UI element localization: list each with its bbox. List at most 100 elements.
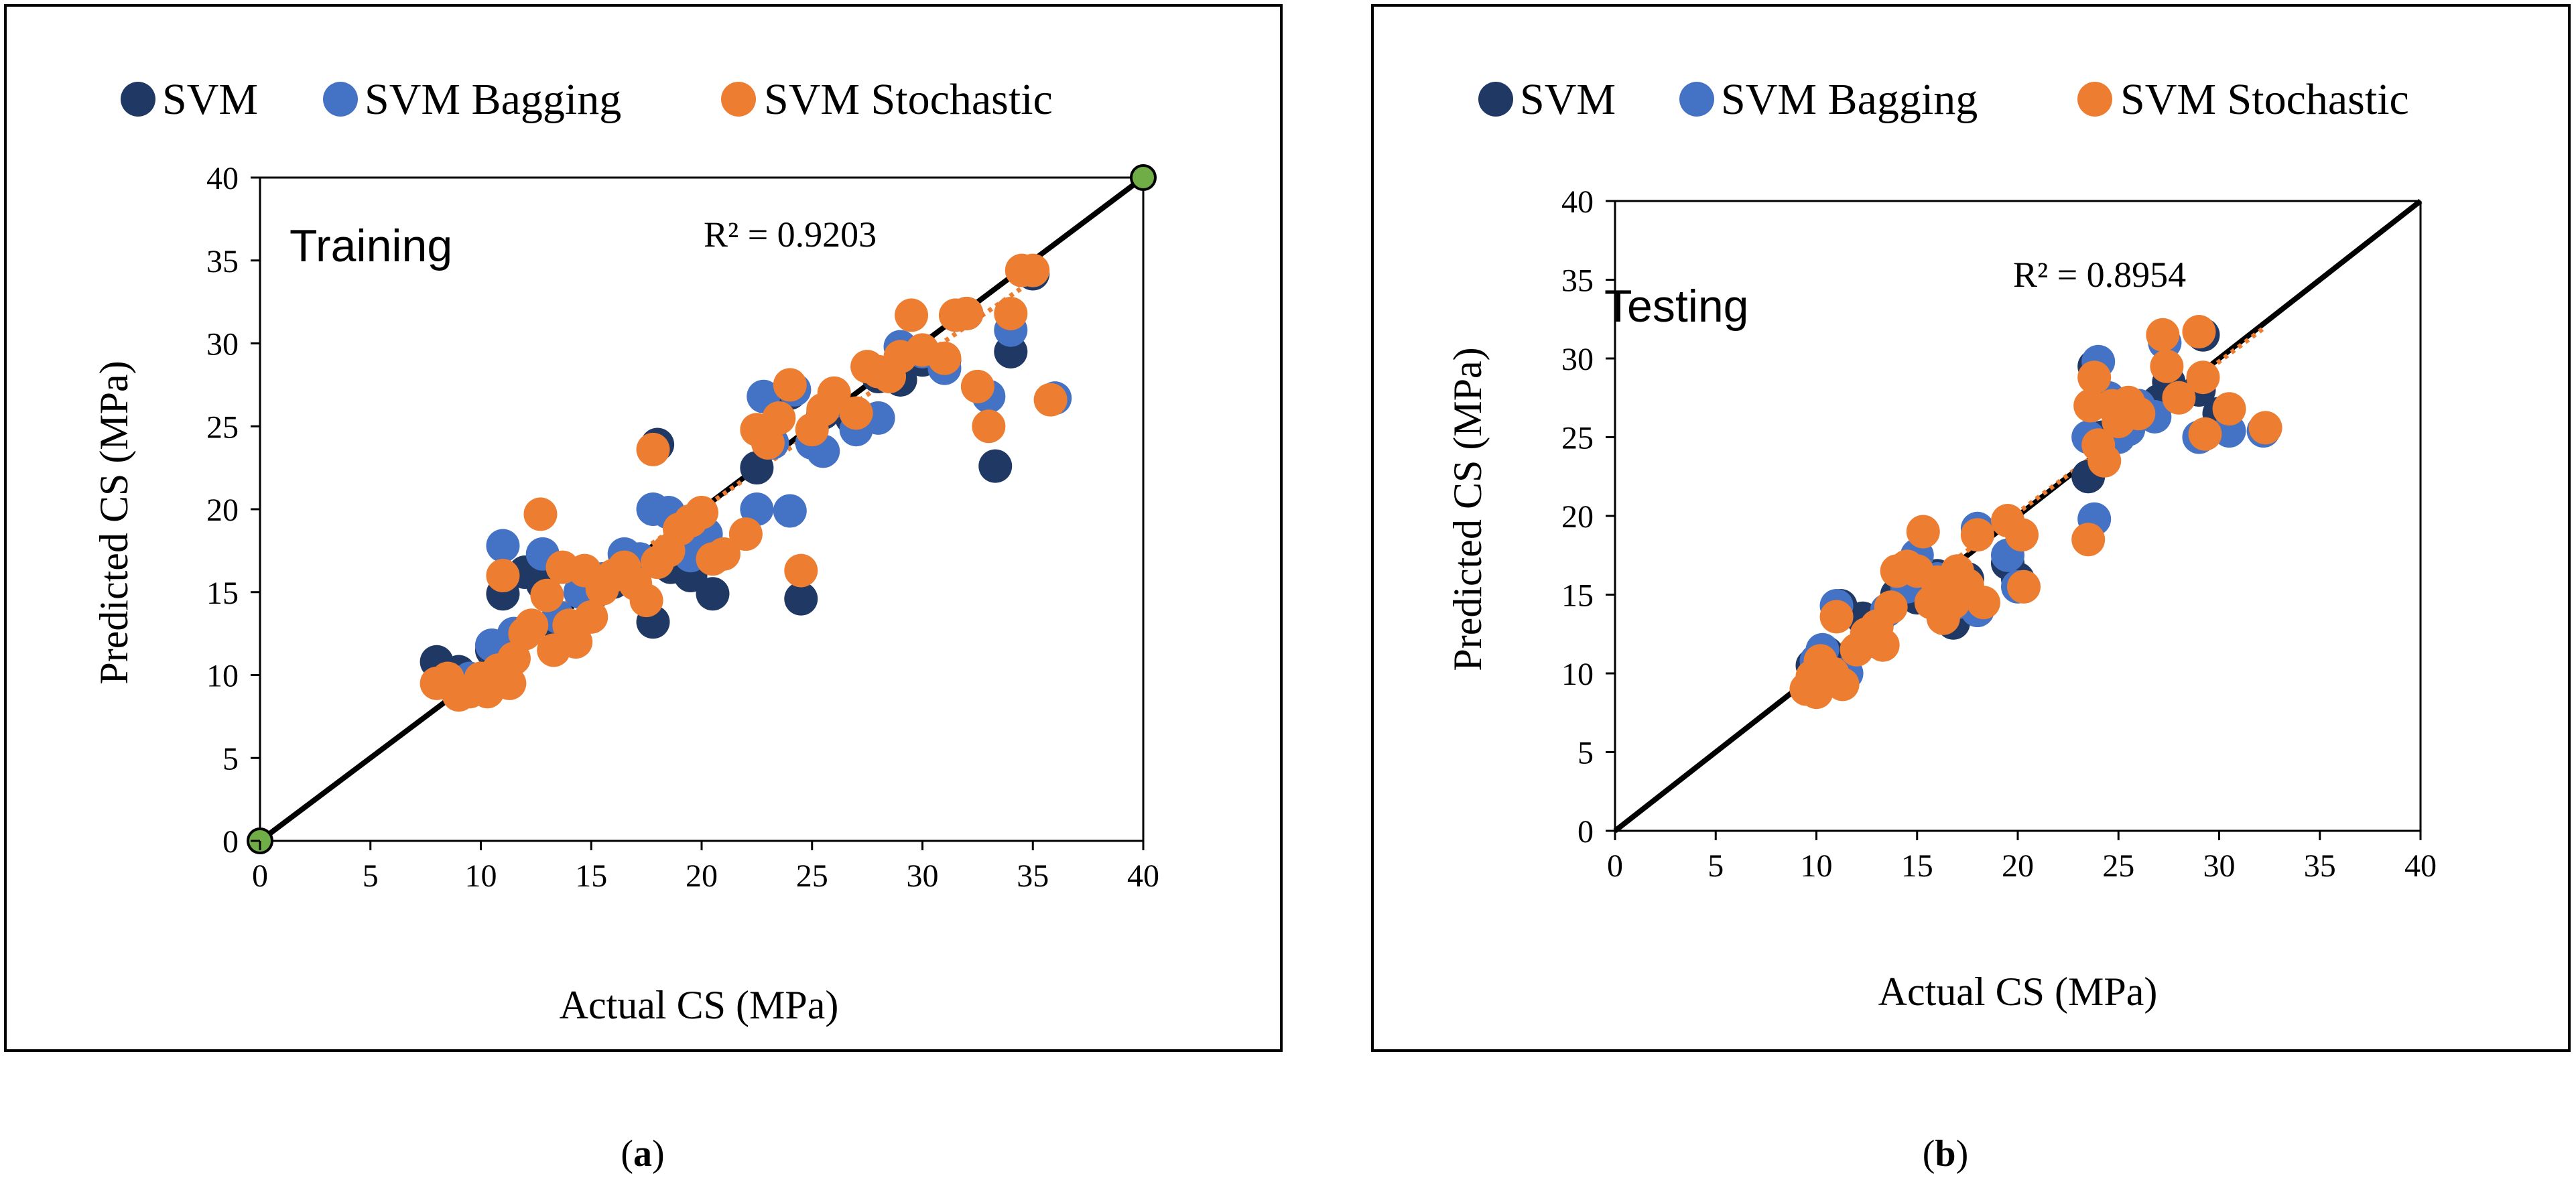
legend-a-label-svm-stochastic: SVM Stochastic [764,75,1053,124]
point-svm-stochastic [2087,444,2122,478]
point-svm-stochastic [493,666,527,700]
chart-b-svg: 0 5 10 15 20 25 30 35 40 0 5 10 15 20 25 30 35 40 SVM SV… [1371,4,2571,1175]
point-svm-stochastic [2162,381,2196,415]
legend-b-marker-svm [1478,82,1513,117]
chart-panel-b: 0 5 10 15 20 25 30 35 40 0 5 10 15 20 25 30 35 40 SVM SV… [1285,0,2576,1196]
chart-b-x-tick-label: 35 [2304,848,2336,884]
chart-b-x-axis-title: Actual CS (MPa) [1878,970,2158,1014]
point-svm-stochastic [2248,411,2282,445]
chart-b-y-tick-label: 30 [1561,342,1594,377]
point-svm-stochastic [762,401,796,435]
legend-a-label-svm-bagging: SVM Bagging [365,75,621,124]
point-svm [696,577,730,611]
point-svm-stochastic [515,608,549,643]
chart-a-y-tick-label: 35 [206,244,239,279]
point-svm-stochastic [1825,667,1860,702]
chart-a-x-tick-label: 25 [796,858,828,894]
point-svm-stochastic [817,376,851,410]
chart-b-x-tick-label: 25 [2102,848,2134,884]
chart-b-y-tick-label: 5 [1577,736,1594,771]
point-svm-stochastic [2186,360,2220,395]
point-svm-stochastic [530,578,564,612]
chart-b-x-tick-label: 20 [2002,848,2034,884]
chart-a-frame [4,4,1283,1052]
chart-a-x-tick-label: 15 [575,858,607,894]
point-svm-stochastic [2077,360,2112,395]
chart-a-y-tick-label: 15 [206,576,239,611]
point-svm-stochastic [1906,515,1940,549]
point-svm-stochastic [994,296,1028,330]
chart-b-x-tick-label: 10 [1801,848,1833,884]
point-svm-stochastic [960,369,994,403]
point-svm-stochastic [486,559,520,592]
point-svm-stochastic [1874,590,1908,624]
chart-a-svg: 0 5 10 15 20 25 30 35 40 0 5 10 15 20 25 30 35 40 SVM SV… [4,4,1283,1175]
point-svm [978,449,1013,483]
point-svm-stochastic [685,495,718,529]
chart-a-r2-label: R² = 0.9203 [704,214,877,255]
chart-b-x-tick-label: 5 [1708,848,1724,884]
chart-a-caption-letter: a [633,1133,652,1175]
chart-b-legend: SVM SVM Bagging SVM Stochastic [1478,75,2409,124]
chart-b-y-tick-label: 10 [1561,657,1594,692]
chart-b-y-tick-label: 40 [1561,184,1594,220]
legend-b-marker-svm-stochastic [2077,82,2112,117]
point-svm-stochastic [629,584,663,618]
chart-b-panel-label: Testing [1604,281,1748,332]
point-svm-stochastic [1819,600,1854,634]
point-svm-stochastic [2146,318,2180,352]
chart-b-x-tick-label: 30 [2203,848,2236,884]
point-svm-stochastic [773,368,807,402]
legend-a-marker-svm [121,82,155,117]
point-svm-stochastic [523,497,558,531]
point-svm-stochastic [1016,253,1050,287]
point-svm-stochastic [1966,586,2000,620]
chart-b-caption: (b) [1923,1133,1968,1175]
chart-b-y-tick-label: 35 [1561,263,1594,299]
chart-b-y-tick-label: 0 [1577,814,1594,850]
chart-panel-a: 0 5 10 15 20 25 30 35 40 0 5 10 15 20 25 30 35 40 SVM SV… [0,0,1285,1196]
point-svm-stochastic [784,553,818,588]
point-svm-stochastic [706,537,740,571]
point-svm-stochastic [1033,383,1068,417]
chart-a-y-tick-label: 25 [206,409,239,445]
chart-b-y-tick-label: 20 [1561,499,1594,535]
legend-b-marker-svm-bagging [1679,82,1714,117]
chart-a-legend: SVM SVM Bagging SVM Stochastic [121,75,1053,124]
chart-a-y-tick-label: 20 [206,492,239,528]
chart-a-y-tick-label: 40 [206,161,239,196]
point-svm-stochastic [2007,570,2041,604]
point-svm-stochastic [2122,397,2156,431]
point-svm-stochastic [1866,628,1900,662]
chart-a-x-tick-label: 20 [686,858,718,894]
point-svm-bagging [773,494,807,528]
chart-a-x-tick-label: 10 [465,858,497,894]
point-svm-stochastic [636,432,670,466]
point-svm-stochastic [2005,518,2039,552]
chart-b-y-tick-label: 25 [1561,421,1594,456]
point-svm-stochastic [559,625,593,659]
chart-a-y-axis-title: Predicted CS (MPa) [92,360,136,684]
chart-a-x-tick-label: 35 [1017,858,1049,894]
chart-a-y-tick-label: 5 [222,741,239,777]
legend-a-marker-svm-bagging [323,82,358,117]
chart-a-y-tick-label: 30 [206,327,239,362]
legend-b-label-svm-stochastic: SVM Stochastic [2120,75,2409,124]
chart-b-caption-letter: b [1935,1133,1955,1175]
legend-b-label-svm-bagging: SVM Bagging [1721,75,1978,124]
point-svm-stochastic [574,600,608,634]
chart-a-x-tick-label: 40 [1127,858,1159,894]
legend-b-label-svm: SVM [1520,75,1616,124]
chart-a-x-tick-label: 30 [907,858,939,894]
point-svm-stochastic [927,341,962,375]
chart-a-y-tick-label: 0 [222,824,239,860]
point-svm-stochastic [2188,417,2222,451]
point-svm-stochastic [2071,523,2106,557]
point-svm-stochastic [950,296,984,330]
point-svm-stochastic [895,298,929,332]
chart-a-y-tick-label: 10 [206,659,239,694]
point-svm-stochastic [1960,518,1994,552]
chart-a-caption: (a) [621,1133,664,1175]
chart-b-y-axis-title: Predicted CS (MPa) [1445,347,1490,671]
point-svm-stochastic [728,517,763,551]
